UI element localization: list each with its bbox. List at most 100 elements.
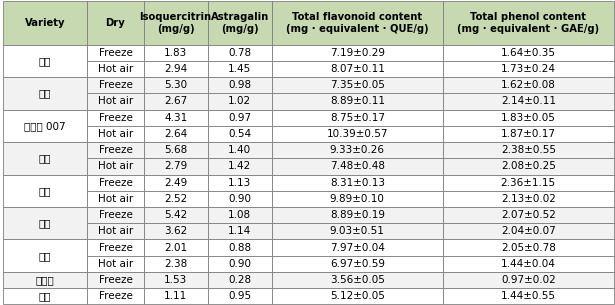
Text: 9.89±0.10: 9.89±0.10 — [330, 194, 385, 204]
Bar — [87, 174, 143, 191]
Text: 0.97±0.02: 0.97±0.02 — [501, 275, 555, 285]
Bar — [3, 77, 87, 109]
Bar — [272, 77, 443, 93]
Bar — [143, 223, 208, 239]
Bar — [87, 272, 143, 288]
Bar — [3, 1, 87, 45]
Bar — [443, 288, 614, 304]
Text: Freeze: Freeze — [98, 113, 132, 123]
Text: 심강: 심강 — [39, 153, 52, 163]
Text: 0.95: 0.95 — [228, 291, 252, 301]
Bar — [272, 272, 443, 288]
Text: 대심: 대심 — [39, 56, 52, 66]
Bar — [143, 288, 208, 304]
Text: 1.45: 1.45 — [228, 64, 252, 74]
Bar — [3, 239, 87, 272]
Text: 2.52: 2.52 — [164, 194, 187, 204]
Text: 5.30: 5.30 — [164, 80, 187, 90]
Text: Hot air: Hot air — [98, 259, 133, 269]
Text: Freeze: Freeze — [98, 48, 132, 58]
Text: 0.88: 0.88 — [228, 242, 252, 253]
Text: 2.79: 2.79 — [164, 161, 187, 171]
Bar — [208, 61, 272, 77]
Bar — [443, 126, 614, 142]
Text: 2.64: 2.64 — [164, 129, 187, 139]
Text: 7.35±0.05: 7.35±0.05 — [330, 80, 385, 90]
Bar — [143, 77, 208, 93]
Text: 2.05±0.78: 2.05±0.78 — [501, 242, 556, 253]
Bar — [3, 142, 87, 174]
Text: 1.53: 1.53 — [164, 275, 187, 285]
Bar — [3, 207, 87, 239]
Bar — [443, 174, 614, 191]
Text: 9.03±0.51: 9.03±0.51 — [330, 226, 385, 236]
Text: 0.90: 0.90 — [228, 194, 251, 204]
Text: 0.54: 0.54 — [228, 129, 252, 139]
Text: 8.31±0.13: 8.31±0.13 — [330, 178, 385, 188]
Text: 4.31: 4.31 — [164, 113, 187, 123]
Text: 8.75±0.17: 8.75±0.17 — [330, 113, 385, 123]
Bar — [87, 126, 143, 142]
Text: 0.97: 0.97 — [228, 113, 252, 123]
Text: 1.42: 1.42 — [228, 161, 252, 171]
Bar — [143, 61, 208, 77]
Text: 1.40: 1.40 — [228, 145, 252, 155]
Bar — [208, 109, 272, 126]
Bar — [3, 45, 87, 77]
Bar — [443, 158, 614, 174]
Bar — [272, 174, 443, 191]
Bar — [87, 158, 143, 174]
Text: 9.33±0.26: 9.33±0.26 — [330, 145, 385, 155]
Text: 수향: 수향 — [39, 88, 52, 98]
Text: 2.01: 2.01 — [164, 242, 187, 253]
Text: 1.11: 1.11 — [164, 291, 187, 301]
Text: Hot air: Hot air — [98, 161, 133, 171]
Bar — [143, 191, 208, 207]
Bar — [3, 288, 87, 304]
Text: Variety: Variety — [25, 18, 65, 28]
Text: 2.04±0.07: 2.04±0.07 — [501, 226, 555, 236]
Text: 1.44±0.04: 1.44±0.04 — [501, 259, 556, 269]
Bar — [443, 191, 614, 207]
Text: 심홍: 심홍 — [39, 186, 52, 196]
Bar — [87, 239, 143, 256]
Text: Freeze: Freeze — [98, 291, 132, 301]
Text: Hot air: Hot air — [98, 64, 133, 74]
Text: 2.38±0.55: 2.38±0.55 — [501, 145, 556, 155]
Text: 5.42: 5.42 — [164, 210, 187, 220]
Bar — [87, 288, 143, 304]
Text: Astragalin
(mg/g): Astragalin (mg/g) — [210, 12, 269, 34]
Text: 2.38: 2.38 — [164, 259, 187, 269]
Text: 청일: 청일 — [39, 251, 52, 261]
Bar — [208, 256, 272, 272]
Bar — [3, 109, 87, 142]
Bar — [443, 109, 614, 126]
Text: 0.28: 0.28 — [228, 275, 252, 285]
Text: 6.97±0.59: 6.97±0.59 — [330, 259, 385, 269]
Text: 3.56±0.05: 3.56±0.05 — [330, 275, 385, 285]
Text: 1.14: 1.14 — [228, 226, 252, 236]
Bar — [208, 207, 272, 223]
Text: Total phenol content
(mg · equivalent · GAE/g): Total phenol content (mg · equivalent · … — [457, 12, 600, 34]
Bar — [443, 142, 614, 158]
Text: 2.49: 2.49 — [164, 178, 187, 188]
Text: Hot air: Hot air — [98, 129, 133, 139]
Bar — [143, 1, 208, 45]
Text: Freeze: Freeze — [98, 275, 132, 285]
Text: 1.83: 1.83 — [164, 48, 187, 58]
Bar — [208, 288, 272, 304]
Bar — [143, 109, 208, 126]
Text: 2.67: 2.67 — [164, 96, 187, 106]
Text: 2.14±0.11: 2.14±0.11 — [501, 96, 556, 106]
Text: 3.62: 3.62 — [164, 226, 187, 236]
Bar — [208, 45, 272, 61]
Bar — [87, 1, 143, 45]
Bar — [87, 256, 143, 272]
Bar — [208, 191, 272, 207]
Bar — [208, 77, 272, 93]
Bar — [443, 272, 614, 288]
Text: 청율: 청율 — [39, 218, 52, 228]
Bar — [143, 158, 208, 174]
Text: Isoquercitrin
(mg/g): Isoquercitrin (mg/g) — [140, 12, 212, 34]
Bar — [443, 207, 614, 223]
